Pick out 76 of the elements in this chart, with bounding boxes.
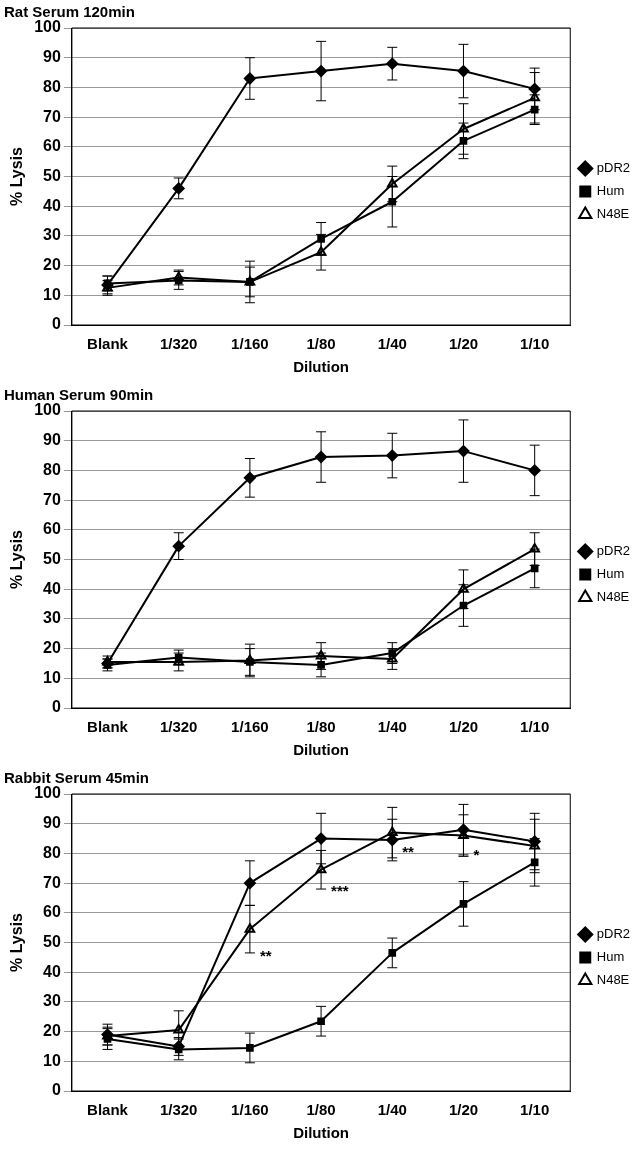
y-tick-label: 50 [43,166,61,184]
legend-label: Hum [596,183,625,199]
y-tick-label: 80 [43,460,61,478]
legend-label: Hum [596,949,625,965]
y-tick-label: 0 [51,1081,61,1099]
y-tick-label: 60 [43,520,61,538]
y-tick-label: 80 [43,77,61,95]
x-tick-label: 1/160 [231,1101,269,1119]
annotation: * [473,846,480,864]
y-axis-title: % Lysis [8,146,26,206]
y-tick-label: 50 [43,549,61,567]
x-tick-label: 1/20 [448,718,479,736]
x-tick-label: 1/10 [520,1101,550,1119]
y-tick-label: 50 [43,932,61,950]
y-tick-label: 60 [43,903,61,921]
y-tick-label: 80 [43,843,61,861]
y-tick-label: 100 [34,401,61,419]
x-axis-title: Dilution [293,358,349,376]
y-tick-label: 10 [43,1051,61,1069]
legend-label: pDR2 [596,926,631,942]
legend-label: N48E [596,206,630,222]
y-tick-label: 0 [51,315,61,333]
annotation: ** [402,843,415,861]
x-tick-label: Blank [87,335,129,353]
y-tick-label: 20 [43,639,61,657]
x-tick-label: 1/160 [231,718,269,736]
x-tick-label: 1/80 [306,718,336,736]
y-tick-label: 30 [43,609,61,627]
y-tick-label: 70 [43,873,61,891]
x-tick-label: Blank [87,1101,129,1119]
y-tick-label: 90 [43,48,61,66]
x-axis-title: Dilution [293,741,349,759]
legend-label: pDR2 [596,160,631,176]
y-tick-label: 90 [43,431,61,449]
y-tick-label: 70 [43,490,61,508]
y-tick-label: 20 [43,1022,61,1040]
y-tick-label: 40 [43,579,61,597]
x-tick-label: 1/40 [377,335,407,353]
y-tick-label: 10 [43,285,61,303]
x-tick-label: 1/320 [159,1101,198,1119]
annotation: ** [259,947,272,965]
y-tick-label: 10 [43,668,61,686]
y-tick-label: 30 [43,226,61,244]
chart-title: Human Serum 90min [4,386,154,404]
y-tick-label: 100 [34,18,61,36]
y-tick-label: 30 [43,992,61,1010]
chart-title: Rat Serum 120min [4,3,135,21]
y-tick-label: 70 [43,107,61,125]
y-tick-label: 40 [43,962,61,980]
legend-label: Hum [596,566,625,582]
x-tick-label: 1/10 [520,718,550,736]
x-tick-label: 1/40 [377,1101,407,1119]
x-tick-label: 1/160 [231,335,269,353]
x-tick-label: 1/20 [448,335,479,353]
legend-label: N48E [596,589,630,605]
x-tick-label: 1/320 [159,335,198,353]
x-tick-label: 1/20 [448,1101,479,1119]
x-tick-label: 1/80 [306,335,336,353]
x-tick-label: 1/40 [377,718,407,736]
y-tick-label: 20 [43,256,61,274]
x-tick-label: 1/80 [306,1101,336,1119]
y-tick-label: 100 [34,784,61,802]
legend-label: pDR2 [596,543,631,559]
chart-title: Rabbit Serum 45min [4,769,150,787]
y-tick-label: 0 [51,698,61,716]
x-axis-title: Dilution [293,1124,349,1142]
x-tick-label: Blank [87,718,129,736]
y-tick-label: 40 [43,196,61,214]
x-tick-label: 1/320 [159,718,198,736]
legend-label: N48E [596,972,630,988]
y-axis-title: % Lysis [8,529,26,589]
x-tick-label: 1/10 [520,335,550,353]
y-axis-title: % Lysis [8,912,26,972]
annotation: *** [331,881,349,899]
y-tick-label: 60 [43,137,61,155]
y-tick-label: 90 [43,814,61,832]
